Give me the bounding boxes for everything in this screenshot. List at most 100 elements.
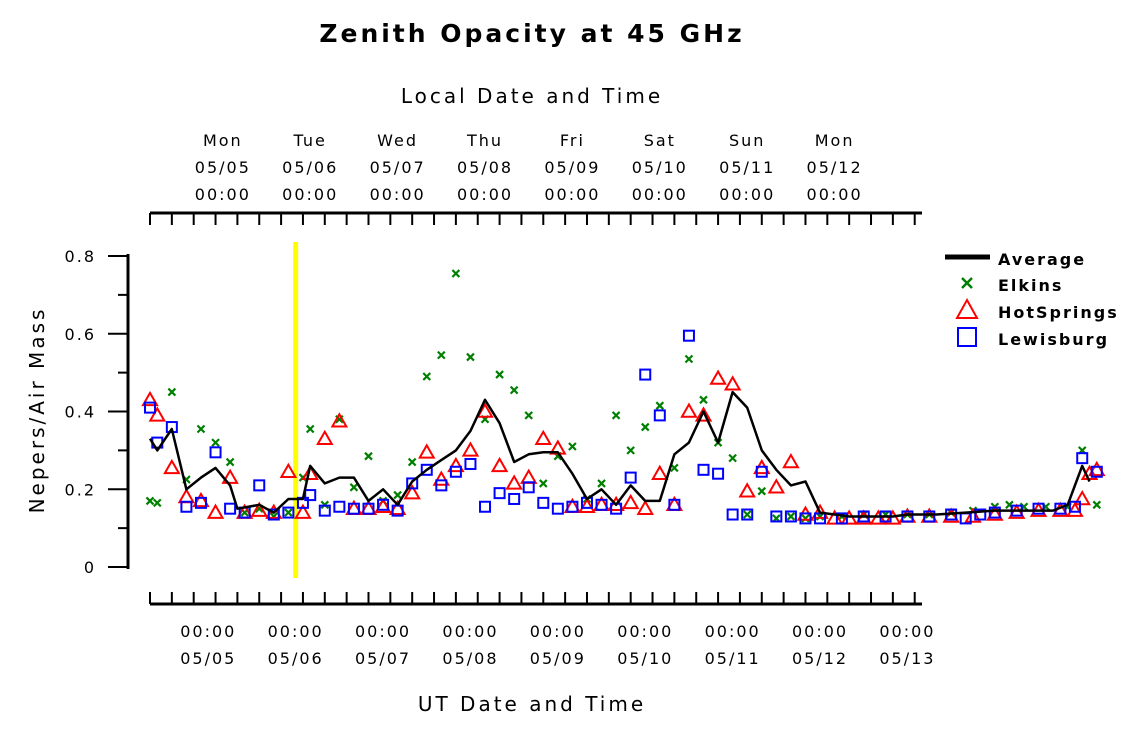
elkins-point <box>626 446 635 455</box>
lewisburg-point <box>333 500 346 513</box>
bottom-tick-label: 00:00 <box>355 622 411 641</box>
elkins-point <box>640 422 650 432</box>
lewisburg-point <box>1090 465 1103 478</box>
lewisburg-point <box>224 502 237 515</box>
elkins-point <box>364 451 373 461</box>
y-tick-label: 0.4 <box>65 403 96 422</box>
lewisburg-point <box>551 502 564 515</box>
lewisburg-point <box>318 504 331 517</box>
hotsprings-point <box>782 453 800 469</box>
legend-label-lewisburg: Lewisburg <box>998 330 1109 349</box>
y-axis-title: Nepers/Air Mass <box>25 307 49 514</box>
lewisburg-point <box>653 409 666 422</box>
hotsprings-point <box>811 503 829 519</box>
lewisburg-point <box>282 506 295 519</box>
hotsprings-point <box>578 497 596 513</box>
top-tick-label: Mon <box>815 131 855 150</box>
lewisburg-point <box>639 368 652 381</box>
bottom-tick-label: 00:00 <box>442 622 498 641</box>
top-tick-label: Mon <box>203 131 243 150</box>
hotsprings-point <box>709 369 727 385</box>
elkins-point <box>393 490 402 500</box>
top-tick-label: Thu <box>466 131 503 150</box>
top-tick-label: 05/08 <box>457 158 513 177</box>
x-axis-title: UT Date and Time <box>418 692 646 716</box>
top-tick-label: 05/05 <box>195 158 251 177</box>
hotsprings-point <box>388 499 407 515</box>
elkins-point <box>728 453 737 463</box>
elkins-point <box>757 486 767 496</box>
lewisburg-point <box>362 502 375 515</box>
elkins-point <box>211 438 220 447</box>
hotsprings-point <box>221 468 239 484</box>
hotsprings-point <box>534 429 553 445</box>
elkins-point <box>611 411 621 420</box>
bottom-tick-label: 00:00 <box>617 622 673 641</box>
elkins-point <box>451 269 461 278</box>
lewisburg-point <box>835 512 848 525</box>
elkins-point <box>1092 500 1102 510</box>
elkins-point <box>742 510 752 519</box>
lewisburg-point <box>923 510 936 523</box>
lewisburg-point <box>595 498 608 511</box>
elkins-point <box>167 387 177 397</box>
hotsprings-point <box>738 482 756 498</box>
hotsprings-point <box>723 375 742 391</box>
lewisburg-point <box>209 446 222 459</box>
lewisburg-point <box>522 481 535 494</box>
hotsprings-point <box>621 493 640 510</box>
lewisburg-point <box>668 498 681 511</box>
elkins-point <box>699 395 708 405</box>
lewisburg-point <box>464 457 477 470</box>
elkins-point <box>509 385 519 395</box>
bottom-tick-label: 05/08 <box>442 649 498 668</box>
bottom-tick-label: 05/13 <box>879 649 935 668</box>
hotsprings-point <box>330 412 349 428</box>
lewisburg-point <box>784 510 797 523</box>
legend-label-average: Average <box>998 250 1086 269</box>
top-tick-label: Tue <box>293 131 327 150</box>
top-tick-label: 00:00 <box>370 185 426 204</box>
hotsprings-point <box>301 464 319 480</box>
bottom-tick-label: 05/07 <box>355 649 411 668</box>
top-tick-label: 00:00 <box>544 185 600 204</box>
hotsprings-point <box>250 501 268 517</box>
y-tick-label: 0.2 <box>65 480 96 499</box>
lewisburg-point <box>799 512 812 525</box>
lewisburg-point <box>770 510 783 523</box>
lewisburg-point <box>1032 502 1045 515</box>
y-tick-label: 0.8 <box>65 247 96 266</box>
top-tick-label: Wed <box>377 131 418 150</box>
lewisburg-point <box>624 471 637 484</box>
legend: Average Elkins HotSprings Lewisburg <box>945 250 1117 349</box>
top-tick-label: Fri <box>560 131 585 150</box>
hotsprings-point <box>163 458 181 475</box>
chart-title: Zenith Opacity at 45 GHz <box>319 19 744 48</box>
hotsprings-point <box>964 507 982 523</box>
top-tick-label: Sun <box>729 131 765 150</box>
elkins-point <box>145 496 155 506</box>
bottom-tick-label: 00:00 <box>792 622 848 641</box>
lewisburg-point <box>347 502 360 515</box>
top-tick-label: 05/11 <box>719 158 775 177</box>
bottom-tick-label: 00:00 <box>530 622 586 641</box>
lewisburg-point <box>253 479 266 492</box>
series-elkins <box>145 269 1102 523</box>
lewisburg-point <box>493 487 506 500</box>
lewisburg-point <box>479 500 492 513</box>
top-axis: Mon 05/05 00:00 Tue 05/06 00:00 Wed 05/07 00:00 T… <box>149 131 922 225</box>
lewisburg-point <box>194 496 207 509</box>
hotsprings-point <box>476 402 494 418</box>
lewisburg-point <box>267 508 280 521</box>
legend-swatch-hotsprings <box>955 297 979 319</box>
elkins-point <box>801 514 810 523</box>
top-tick-label: 00:00 <box>282 185 338 204</box>
hotsprings-point <box>767 478 786 494</box>
lewisburg-point <box>741 508 754 521</box>
elkins-point <box>153 498 162 508</box>
hotsprings-point <box>294 503 312 519</box>
hotsprings-point <box>651 464 669 480</box>
hotsprings-point <box>825 509 844 525</box>
hotsprings-point <box>374 497 392 513</box>
